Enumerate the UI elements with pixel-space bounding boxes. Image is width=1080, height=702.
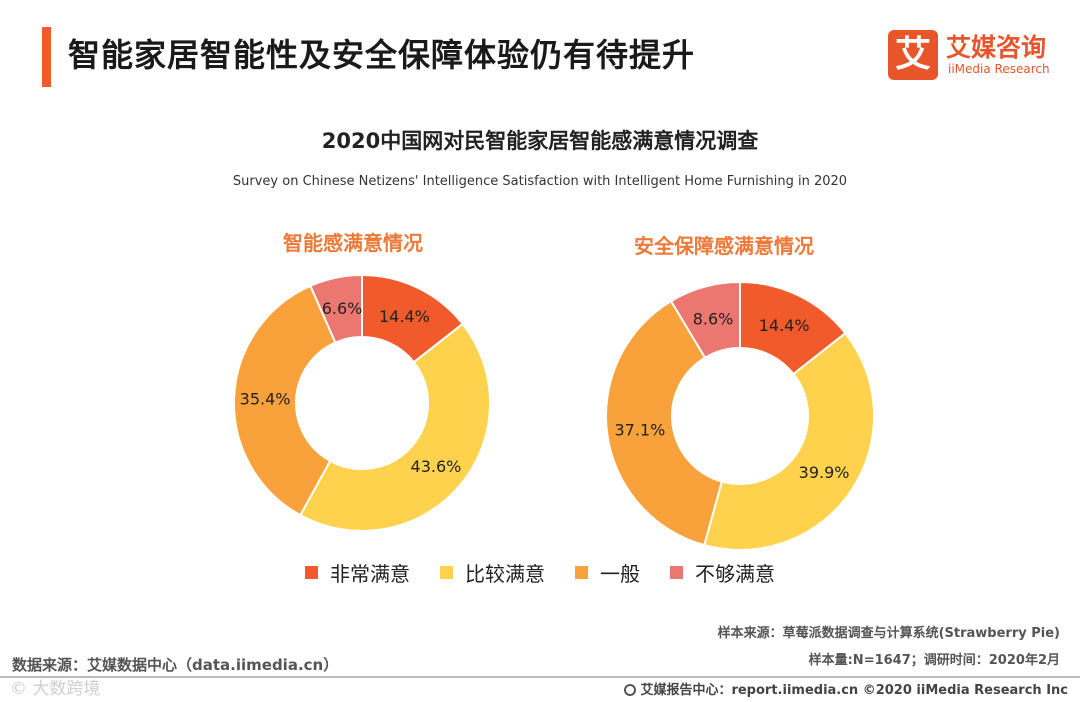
legend-item: 不够满意: [670, 558, 775, 587]
footer-text: 艾媒报告中心：report.iimedia.cn ©2020 iiMedia R…: [640, 683, 1068, 698]
donut-1-label-fairly-satisfied: 43.6%: [411, 457, 462, 476]
donut-1-label-very-satisfied: 14.4%: [379, 307, 430, 326]
legend-swatch-not-satisfied: [670, 566, 683, 579]
globe-icon: [624, 684, 637, 696]
donut-1-slice-neutral: [233, 284, 337, 517]
donut-2-label-very-satisfied: 14.4%: [759, 316, 810, 335]
footer-divider: [0, 676, 1080, 678]
imedia-logo: 艾 艾媒咨询 iiMedia Research: [888, 30, 1068, 82]
logo-text-cn: 艾媒咨询: [946, 33, 1047, 62]
legend-swatch-very-satisfied: [305, 566, 318, 579]
donut-2-slice-neutral: [605, 299, 724, 547]
donut-2-label-neutral: 37.1%: [615, 421, 666, 440]
legend-label: 比较满意: [465, 562, 545, 586]
legend-label: 非常满意: [330, 562, 410, 586]
donut-1-slice-fairly-satisfied: [298, 322, 491, 532]
donut-2-slice-fairly-satisfied: [703, 331, 875, 551]
page-title: 智能家居智能性及安全保障体验仍有待提升: [68, 36, 696, 74]
chart-subtitle: Survey on Chinese Netizens' Intelligence…: [232, 174, 848, 189]
footer: 艾媒报告中心：report.iimedia.cn ©2020 iiMedia R…: [624, 679, 1068, 698]
donut-2-label-fairly-satisfied: 39.9%: [799, 463, 850, 482]
donut-2-label-not-satisfied: 8.6%: [693, 310, 734, 329]
title-accent-bar: [42, 27, 51, 87]
donut-2-slice-not-satisfied: [669, 280, 741, 360]
legend-item: 比较满意: [440, 558, 545, 587]
chart-title: 2020中国网对民智能家居智能感满意情况调查: [321, 129, 759, 153]
legend-item: 一般: [575, 558, 640, 587]
legend: 非常满意 比较满意 一般 不够满意: [0, 558, 1080, 587]
donut-1-slice-not-satisfied: [309, 273, 363, 344]
donut-1-label-neutral: 35.4%: [240, 390, 291, 409]
legend-label: 一般: [600, 562, 640, 586]
data-source: 数据来源：艾媒数据中心（data.iimedia.cn）: [12, 656, 339, 674]
legend-swatch-fairly-satisfied: [440, 566, 453, 579]
legend-label: 不够满意: [695, 562, 775, 586]
donut-title-intelligence: 智能感满意情况: [283, 231, 423, 255]
donut-title-security: 安全保障感满意情况: [634, 234, 814, 258]
logo-mark: 艾: [888, 30, 938, 80]
donut-1-label-not-satisfied: 6.6%: [322, 299, 363, 318]
sample-source-note: 样本来源：草莓派数据调查与计算系统(Strawberry Pie): [717, 626, 1060, 641]
legend-item: 非常满意: [305, 558, 410, 587]
sample-size-note: 样本量:N=1647；调研时间：2020年2月: [808, 653, 1060, 668]
logo-text-en: iiMedia Research: [948, 62, 1050, 76]
watermark: © 大数跨境: [10, 679, 101, 699]
legend-swatch-neutral: [575, 566, 588, 579]
